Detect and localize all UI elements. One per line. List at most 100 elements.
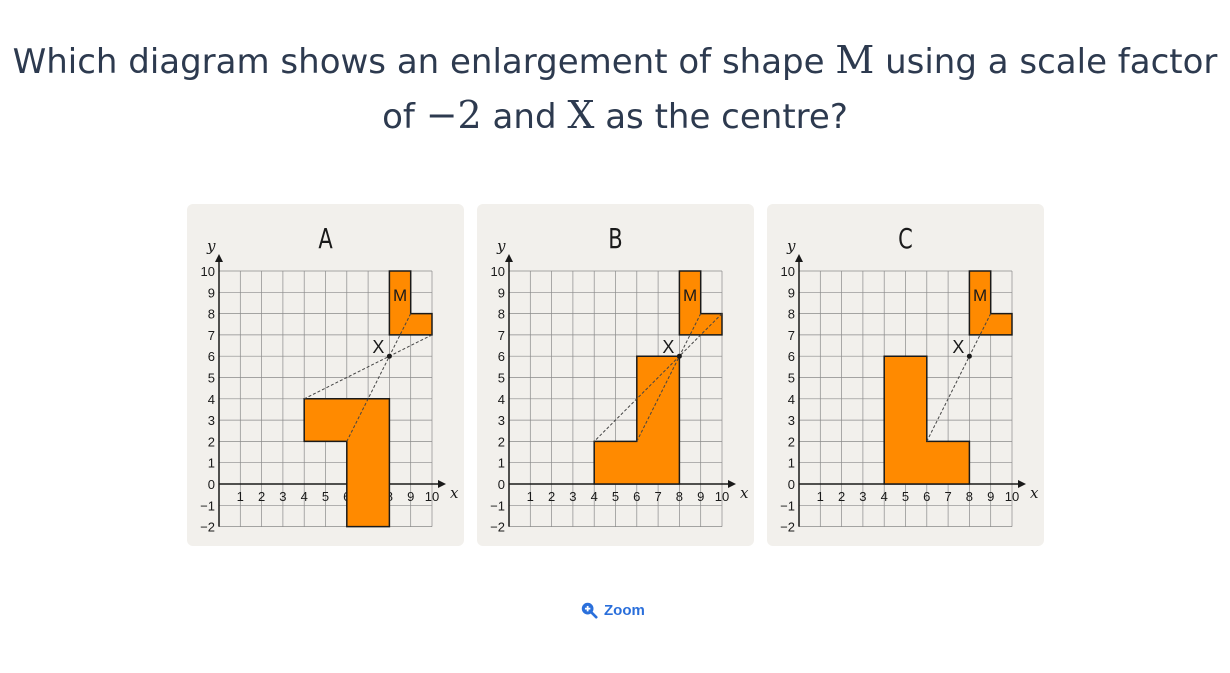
x-axis-arrow [1018,480,1026,488]
y-tick-label: −2 [780,520,795,535]
x-tick-label: 7 [944,489,951,504]
shape-m-label: M [393,286,407,305]
y-tick-label: 4 [208,392,215,407]
diagram-label: B [608,222,623,255]
question-fragment: Which diagram shows an enlargement of sh… [12,42,836,82]
x-tick-label: 10 [425,489,439,504]
x-tick-label: 1 [527,489,534,504]
x-tick-label: 4 [591,489,598,504]
x-tick-label: 4 [301,489,308,504]
x-tick-label: 1 [817,489,824,504]
scale-factor: −2 [425,93,482,137]
y-tick-label: 2 [498,434,505,449]
y-tick-label: 5 [788,371,795,386]
centre-point [386,353,392,359]
question-fragment: and [481,97,568,137]
question-fragment: using a scale factor [874,42,1218,82]
y-tick-label: 1 [208,456,215,471]
x-tick-label: 9 [407,489,414,504]
x-tick-label: 9 [697,489,704,504]
diagram-c-option[interactable]: C 10 9 8 7 6 5 4 3 2 1 0 −1 −2 1 2 3 4 5 6 7 8 9 10 x y M X [767,204,1044,546]
construction-ray [636,313,702,442]
shape-m-label: M [973,286,987,305]
y-tick-label: 7 [208,328,215,343]
y-tick-label: 10 [201,264,215,279]
centre-label: X [952,337,964,357]
x-tick-label: 9 [987,489,994,504]
y-axis-label: y [496,237,506,255]
y-tick-label: 3 [498,413,505,428]
question-fragment: of [382,97,426,137]
y-tick-label: 7 [498,328,505,343]
x-tick-label: 5 [612,489,619,504]
y-tick-label: 6 [208,349,215,364]
x-tick-label: 6 [633,489,640,504]
y-tick-label: 5 [498,371,505,386]
y-axis-arrow [795,254,803,262]
x-axis-label: x [740,484,749,502]
diagram-label: C [898,222,913,255]
zoom-in-icon [581,602,598,619]
y-tick-label: 1 [498,456,505,471]
shape-m-label: M [683,286,697,305]
construction-ray [303,334,433,400]
question-text: Which diagram shows an enlargement of sh… [0,34,1230,144]
x-axis-arrow [728,480,736,488]
y-axis-label: y [786,237,796,255]
zoom-button[interactable]: Zoom [580,598,645,622]
centre-name: X [567,93,595,137]
y-tick-label: 0 [208,477,215,492]
y-tick-label: 8 [498,307,505,322]
diagram-b-option[interactable]: B 10 9 8 7 6 5 4 3 2 1 0 −1 −2 1 2 3 4 5 6 7 8 9 10 x y M X [477,204,754,546]
y-tick-label: 0 [498,477,505,492]
x-axis-label: x [450,484,459,502]
centre-point [966,353,972,359]
question-fragment: as the centre? [594,97,848,137]
y-tick-label: 1 [788,456,795,471]
y-tick-label: 10 [781,264,795,279]
x-tick-label: 10 [1005,489,1019,504]
construction-ray [926,313,992,442]
diagram-label: A [318,222,333,255]
x-tick-label: 5 [902,489,909,504]
x-axis-label: x [1030,484,1039,502]
x-tick-label: 3 [859,489,866,504]
centre-point [676,353,682,359]
zoom-label: Zoom [604,601,645,619]
y-tick-label: 10 [491,264,505,279]
y-tick-label: 9 [498,285,505,300]
x-tick-label: 6 [923,489,930,504]
y-tick-label: 2 [788,434,795,449]
x-tick-label: 8 [966,489,973,504]
enlarged-shape [883,355,971,485]
y-tick-label: −1 [780,498,795,513]
x-tick-label: 5 [322,489,329,504]
construction-ray [346,313,412,442]
x-tick-label: 4 [881,489,888,504]
y-tick-label: 6 [788,349,795,364]
x-tick-label: 1 [237,489,244,504]
y-tick-label: 3 [788,413,795,428]
y-tick-label: 2 [208,434,215,449]
y-tick-label: 0 [788,477,795,492]
question-line-1: Which diagram shows an enlargement of sh… [0,34,1230,89]
y-tick-label: −2 [200,520,215,535]
y-tick-label: 5 [208,371,215,386]
centre-label: X [662,337,674,357]
y-tick-label: 9 [208,285,215,300]
x-tick-label: 2 [258,489,265,504]
construction-ray [593,313,723,442]
centre-label: X [372,337,384,357]
y-tick-label: −2 [490,520,505,535]
y-tick-label: 6 [498,349,505,364]
question-line-2: of −2 and X as the centre? [0,89,1230,144]
y-tick-label: 3 [208,413,215,428]
y-tick-label: 9 [788,285,795,300]
y-tick-label: −1 [490,498,505,513]
y-axis-arrow [505,254,513,262]
y-tick-label: 7 [788,328,795,343]
y-tick-label: 8 [208,307,215,322]
y-tick-label: −1 [200,498,215,513]
